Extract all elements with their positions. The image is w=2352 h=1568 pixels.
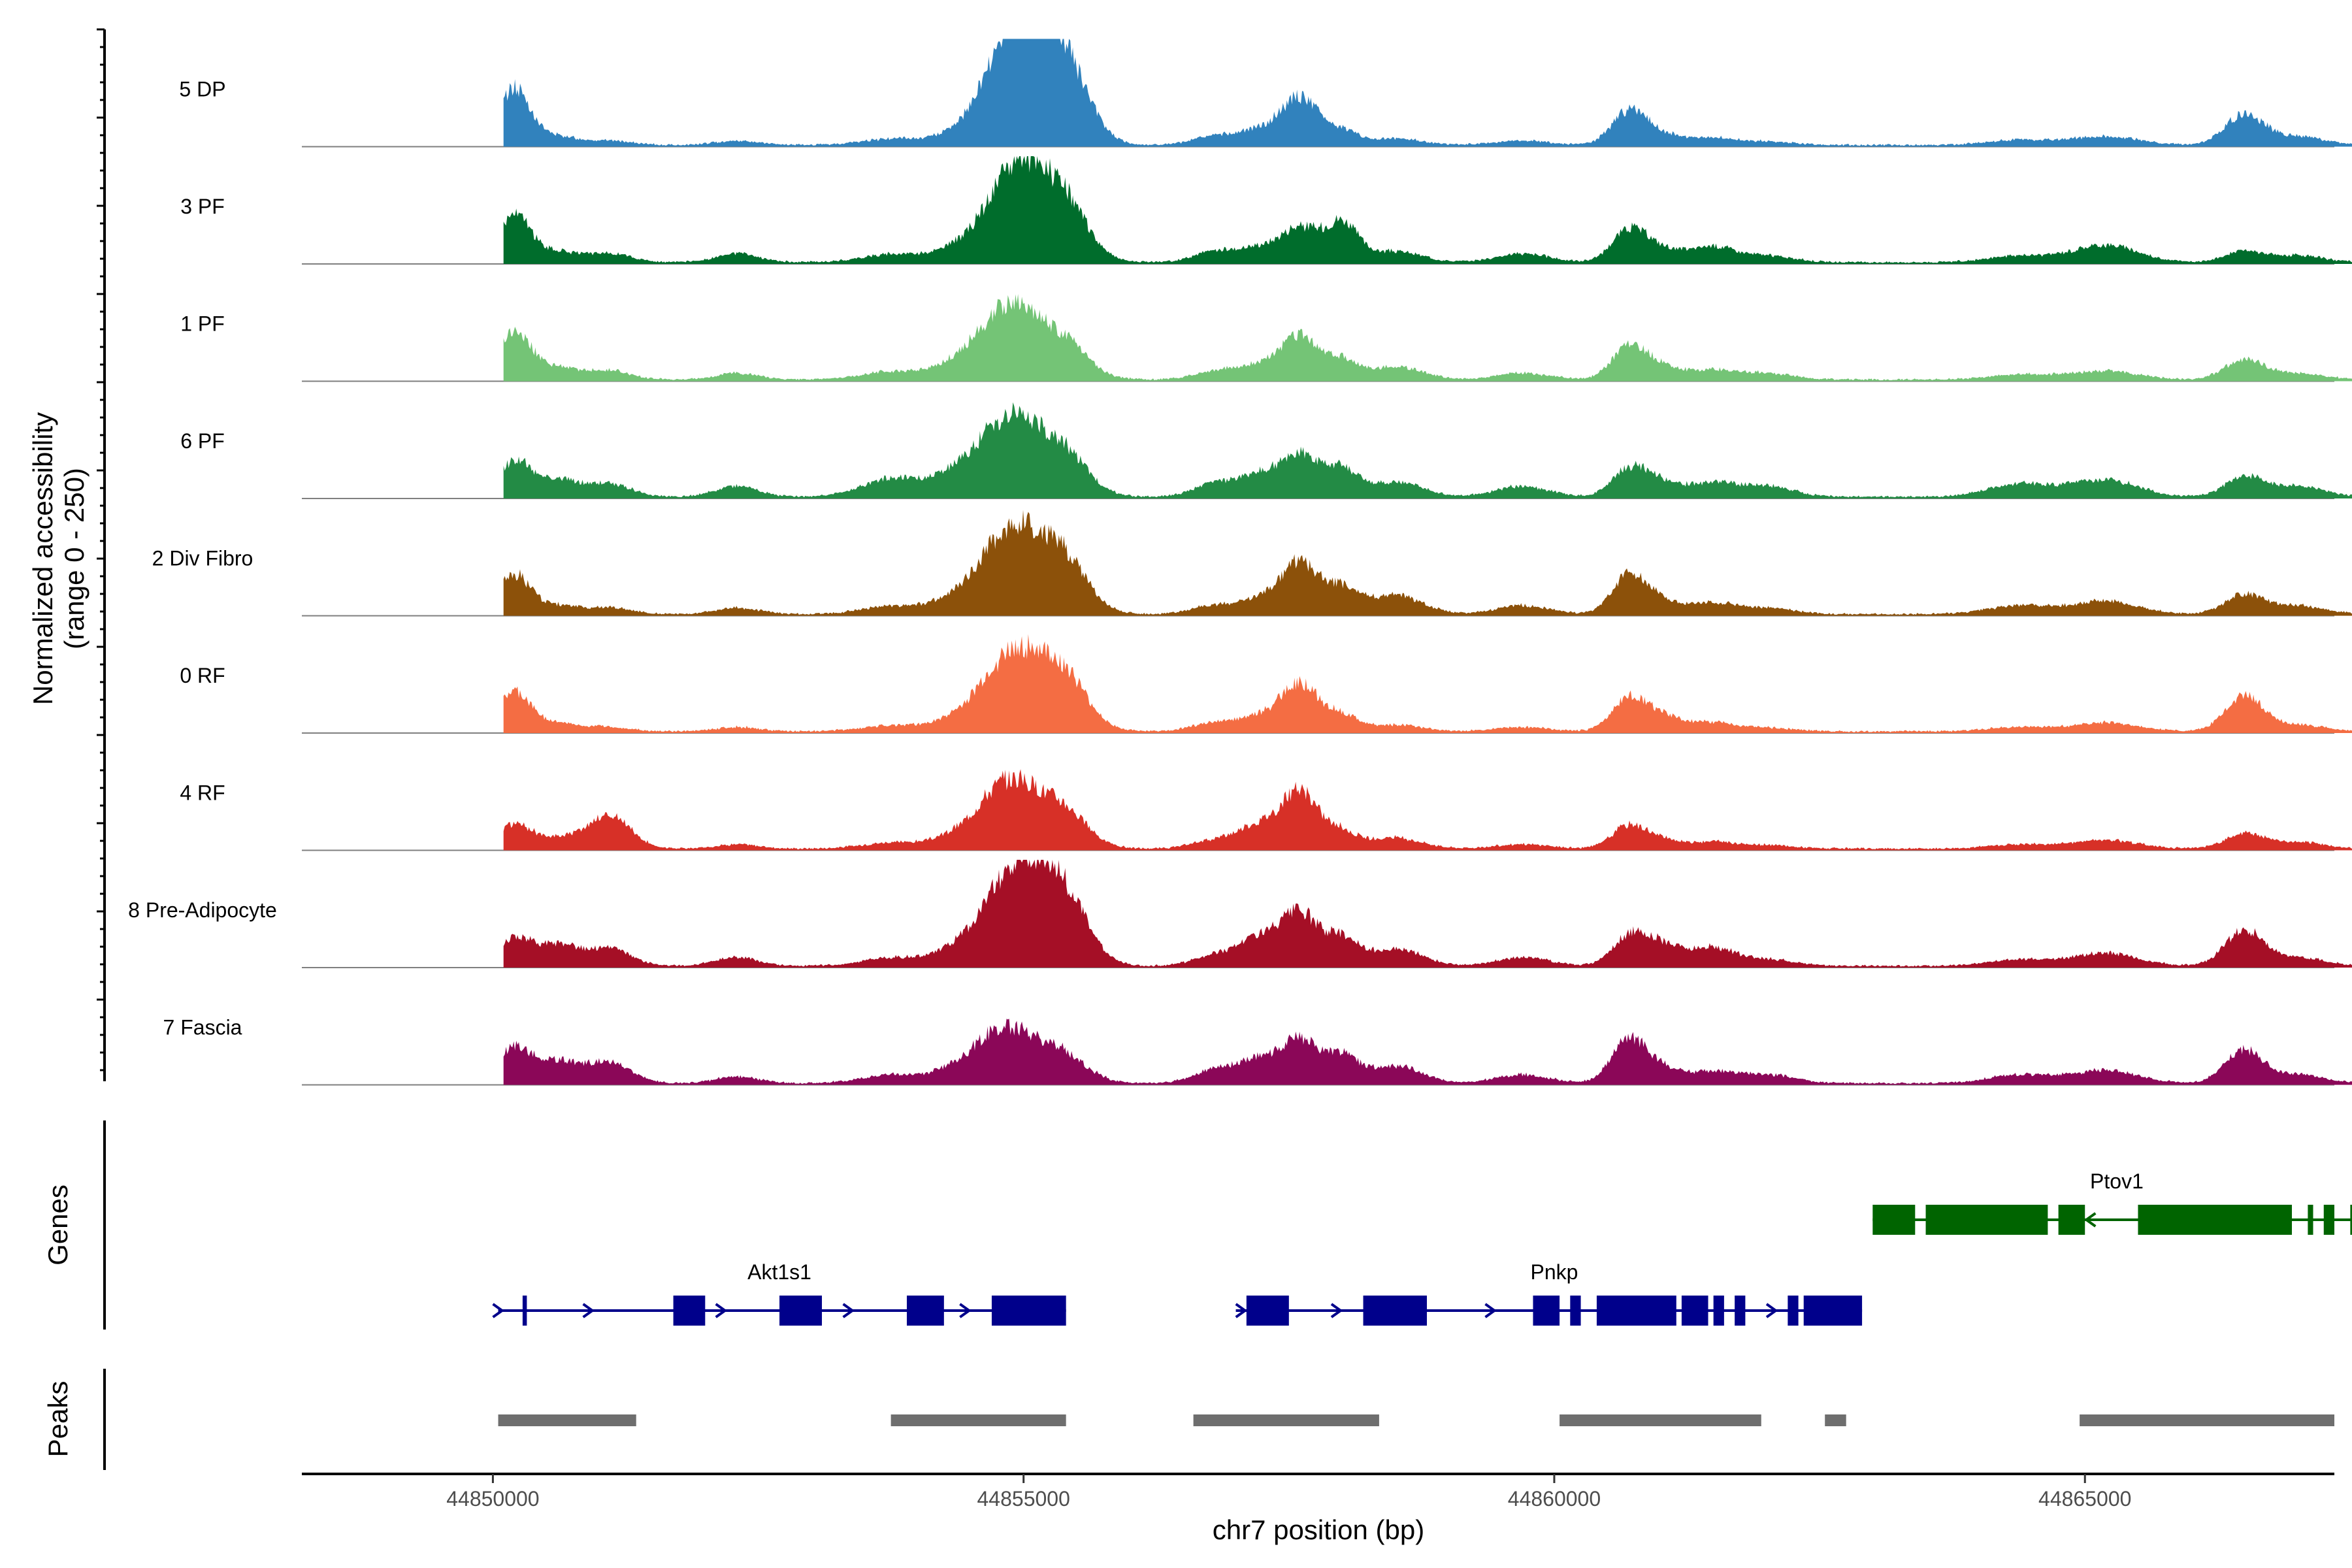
coverage-y-axis-ticks: [97, 28, 105, 1071]
x-axis-ticks: 44850000 44855000 44860000 44865000: [446, 1474, 2131, 1511]
gene-exon: [1788, 1296, 1799, 1326]
x-tick-label: 44860000: [1508, 1487, 1601, 1511]
track-8-pre-adipocyte: 8 Pre-Adipocyte: [128, 860, 2352, 968]
gene-ptov1: Ptov1: [1872, 1169, 2352, 1235]
gene-exon: [1713, 1296, 1724, 1326]
track-4-rf: 4 RF: [180, 769, 2352, 851]
y-axis-title: Normalized accessibility (range 0 - 250): [27, 412, 90, 705]
track-label: 5 DP: [179, 78, 225, 101]
strand-arrow-icon: [959, 1303, 972, 1318]
peak-region: [1560, 1414, 1761, 1426]
coverage-area: [503, 510, 2352, 616]
gene-exon: [1925, 1205, 2048, 1235]
x-tick-label: 44865000: [2038, 1487, 2131, 1511]
strand-arrow-icon: [1235, 1303, 1248, 1318]
strand-arrow-icon: [582, 1303, 595, 1318]
track-label: 6 PF: [180, 429, 225, 453]
gene-exon: [1803, 1296, 1863, 1326]
track-label: 2 Div Fibro: [152, 547, 253, 570]
gene-exon: [906, 1296, 944, 1326]
track-label: 7 Fascia: [163, 1016, 242, 1039]
gene-exon: [1533, 1296, 1560, 1326]
track-7-fascia: 7 Fascia: [163, 1016, 2352, 1086]
coverage-tracks: 5 DP 3 PF 1 PF 6 PF 2 Div Fibro 0 RF 4 RF 8 Pre…: [128, 39, 2352, 1086]
gene-annotation-track: Akt1s1 Pnkp Ptov1: [492, 1169, 2352, 1326]
track-3-pf: 3 PF: [180, 156, 2352, 265]
gene-exon: [779, 1296, 823, 1326]
gene-exon: [2323, 1205, 2334, 1235]
y-axis-title-range: (range 0 - 250): [59, 468, 90, 649]
peak-region: [498, 1414, 636, 1426]
gene-exon: [1246, 1296, 1289, 1326]
genes-panel-title: Genes: [42, 1184, 73, 1266]
peak-track: [498, 1414, 2334, 1426]
gene-exon: [2308, 1205, 2313, 1235]
y-axis-title-main: Normalized accessibility: [27, 412, 58, 705]
coverage-area: [503, 1019, 2352, 1085]
track-label: 4 RF: [180, 781, 225, 805]
track-2-div-fibro: 2 Div Fibro: [152, 510, 2352, 617]
track-6-pf: 6 PF: [180, 402, 2352, 499]
gene-pnkp: Pnkp: [1235, 1260, 1863, 1326]
gene-exon: [1363, 1296, 1428, 1326]
peaks-panel-title: Peaks: [42, 1381, 73, 1458]
x-tick-label: 44855000: [977, 1487, 1070, 1511]
peak-region: [890, 1414, 1066, 1426]
strand-arrow-icon: [1484, 1303, 1497, 1318]
track-label: 8 Pre-Adipocyte: [128, 898, 277, 922]
strand-arrow-icon: [1330, 1303, 1343, 1318]
gene-exon: [1596, 1296, 1676, 1326]
gene-exon: [1570, 1296, 1581, 1326]
coverage-area: [503, 634, 2352, 733]
gene-exon: [2350, 1205, 2352, 1235]
gene-exon: [673, 1296, 706, 1326]
gene-exon: [991, 1296, 1066, 1326]
track-label: 1 PF: [180, 312, 225, 336]
gene-exon: [1735, 1296, 1746, 1326]
strand-arrow-icon: [492, 1303, 504, 1318]
coverage-area: [503, 402, 2352, 498]
gene-label: Pnkp: [1530, 1260, 1578, 1284]
track-0-rf: 0 RF: [180, 634, 2352, 734]
strand-arrow-icon: [1765, 1303, 1778, 1318]
coverage-area: [503, 769, 2352, 851]
x-tick-label: 44850000: [446, 1487, 539, 1511]
gene-exon: [1681, 1296, 1708, 1326]
gene-label: Akt1s1: [747, 1260, 811, 1284]
gene-label: Ptov1: [2090, 1169, 2144, 1193]
coverage-area: [503, 860, 2352, 968]
track-1-pf: 1 PF: [180, 294, 2352, 382]
track-label: 0 RF: [180, 664, 225, 687]
strand-arrow-icon: [842, 1303, 855, 1318]
gene-akt1s1: Akt1s1: [492, 1260, 1066, 1326]
gene-exon: [522, 1296, 527, 1326]
peak-region: [1825, 1414, 1846, 1426]
gene-exon: [1872, 1205, 1916, 1235]
x-axis-title: chr7 position (bp): [1213, 1514, 1425, 1545]
strand-arrow-icon: [2083, 1212, 2097, 1228]
coverage-area: [503, 156, 2352, 264]
gene-exon: [2058, 1205, 2085, 1235]
track-5-dp: 5 DP: [179, 39, 2352, 148]
peak-region: [1193, 1414, 1379, 1426]
track-label: 3 PF: [180, 195, 225, 218]
gene-exon: [2138, 1205, 2293, 1235]
strand-arrow-icon: [715, 1303, 728, 1318]
coverage-area: [503, 39, 2352, 147]
peak-region: [2080, 1414, 2334, 1426]
strand-arrow-icon: [1665, 1303, 1678, 1318]
coverage-area: [503, 294, 2352, 382]
